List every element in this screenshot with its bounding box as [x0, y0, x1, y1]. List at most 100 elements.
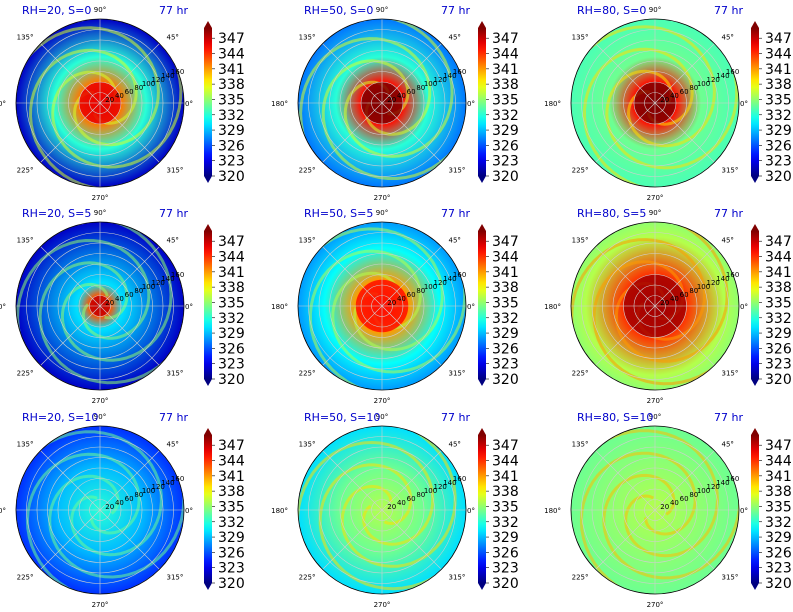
- colorbar-extend-top: [751, 21, 759, 28]
- colorbar-tick-label: 335: [218, 499, 245, 515]
- radius-tick-label: 40: [397, 92, 406, 100]
- radius-tick-label: 100: [142, 487, 155, 495]
- panel-time-label: 77 hr: [714, 411, 743, 424]
- angle-tick-label: 225°: [17, 370, 34, 378]
- colorbar-tick-label: 335: [218, 92, 245, 108]
- angle-tick-label: 270°: [374, 194, 391, 202]
- colorbar-tick-label: 335: [218, 295, 245, 311]
- radius-tick-label: 160: [726, 271, 739, 279]
- angular-gridline: [322, 102, 383, 163]
- colorbar-extend-top: [751, 428, 759, 435]
- angle-tick-label: 45°: [722, 441, 734, 449]
- angular-gridline: [595, 43, 656, 104]
- panel-time-label: 77 hr: [159, 4, 188, 17]
- angle-tick-label: 225°: [17, 167, 34, 175]
- angle-tick-label: 45°: [167, 237, 179, 245]
- colorbar-tick-label: 323: [218, 561, 245, 577]
- colorbar-extend-top: [478, 224, 486, 231]
- colorbar-tick-label: 347: [765, 438, 792, 454]
- radius-tick-label: 140: [716, 72, 729, 80]
- angle-tick-label: 180°: [0, 303, 6, 311]
- colorbar-extend-top: [204, 428, 212, 435]
- colorbar-tick-label: 332: [492, 108, 519, 124]
- colorbar-tick-label: 341: [492, 265, 519, 281]
- angle-tick-label: 45°: [722, 34, 734, 42]
- angular-gridline: [654, 450, 715, 511]
- radius-tick-label: 140: [161, 275, 174, 283]
- panel-title: RH=80, S=5: [577, 207, 646, 220]
- polar-frame: [570, 18, 740, 188]
- colorbar-tick-label: 326: [218, 545, 245, 561]
- radius-tick-label: 160: [726, 68, 739, 76]
- colorbar-tick-label: 323: [765, 357, 792, 373]
- colorbar-tick-label: 344: [765, 454, 792, 470]
- rainband: [16, 238, 151, 348]
- angle-tick-label: 135°: [17, 441, 34, 449]
- colorbar-tick-label: 344: [492, 454, 519, 470]
- rainband: [583, 47, 694, 187]
- radius-tick-label: 140: [161, 479, 174, 487]
- radius-tick-label: 120: [707, 483, 720, 491]
- angle-tick-label: 0°: [740, 303, 748, 311]
- angular-gridline: [322, 450, 383, 511]
- radius-tick-label: 140: [443, 72, 456, 80]
- polar-frame: [15, 425, 185, 595]
- panel-title: RH=50, S=5: [304, 207, 373, 220]
- colorbar-tick-label: 329: [765, 123, 792, 139]
- colorbar-tick-label: 329: [218, 530, 245, 546]
- colorbar-tick-label: 320: [218, 372, 245, 388]
- rainband: [578, 25, 716, 148]
- angular-gridline: [381, 246, 442, 307]
- angle-tick-label: 0°: [467, 303, 475, 311]
- angular-gridline: [595, 246, 656, 307]
- angle-tick-label: 270°: [92, 194, 109, 202]
- angle-tick-label: 315°: [167, 574, 184, 582]
- colorbar-extend-bottom: [204, 379, 212, 386]
- radius-tick-label: 160: [171, 475, 184, 483]
- colorbar-tick-label: 341: [765, 469, 792, 485]
- angular-gridline: [40, 246, 101, 307]
- angle-tick-label: 315°: [449, 370, 466, 378]
- panel-time-label: 77 hr: [714, 4, 743, 17]
- angle-tick-label: 225°: [17, 574, 34, 582]
- colorbar-tick-label: 338: [492, 484, 519, 500]
- colorbar-tick-label: 335: [765, 295, 792, 311]
- angle-tick-label: 45°: [449, 34, 461, 42]
- angle-tick-label: 0°: [185, 100, 193, 108]
- colorbar-gradient: [751, 435, 759, 583]
- radius-tick-label: 160: [453, 271, 466, 279]
- angular-gridline: [654, 102, 715, 163]
- radius-tick-label: 100: [424, 487, 437, 495]
- polar-frame: [570, 221, 740, 391]
- colorbar-tick-label: 347: [218, 438, 245, 454]
- colorbar-tick-label: 338: [765, 280, 792, 296]
- angular-gridline: [99, 509, 160, 570]
- angle-tick-label: 225°: [572, 370, 589, 378]
- angle-tick-label: 315°: [722, 574, 739, 582]
- colorbar-tick-label: 335: [765, 92, 792, 108]
- colorbar-tick-label: 329: [492, 123, 519, 139]
- angle-tick-label: 180°: [0, 100, 6, 108]
- rainband: [38, 261, 176, 385]
- angle-tick-label: 180°: [544, 100, 561, 108]
- radius-tick-label: 80: [416, 287, 425, 295]
- radius-tick-label: 160: [171, 271, 184, 279]
- angle-tick-label: 315°: [722, 167, 739, 175]
- angle-tick-label: 315°: [449, 574, 466, 582]
- colorbar-tick-label: 335: [492, 499, 519, 515]
- colorbar-tick-label: 344: [492, 250, 519, 266]
- angle-tick-label: 270°: [647, 397, 664, 405]
- angular-gridline: [322, 509, 383, 570]
- angular-gridline: [595, 509, 656, 570]
- radius-tick-label: 20: [660, 299, 669, 307]
